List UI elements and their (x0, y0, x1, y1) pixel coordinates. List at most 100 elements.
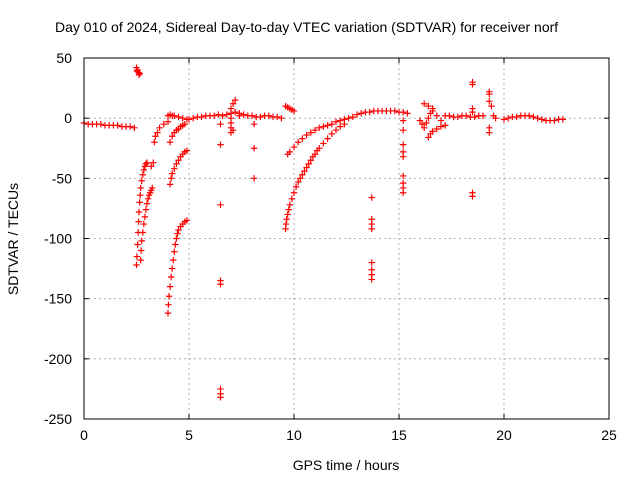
data-point (173, 160, 180, 168)
data-point (179, 114, 186, 122)
data-point (341, 116, 348, 123)
data-point (217, 394, 224, 401)
data-point (307, 157, 314, 164)
data-point (135, 218, 142, 225)
data-point (223, 111, 230, 118)
y-tick-label: -200 (44, 351, 72, 367)
data-point (486, 98, 493, 105)
data-point (469, 193, 476, 200)
data-point (198, 113, 205, 121)
data-point (437, 123, 445, 130)
data-point (250, 175, 258, 182)
data-point (284, 211, 291, 218)
data-point (219, 112, 226, 119)
data-point (400, 172, 407, 180)
data-point (174, 230, 181, 237)
data-point (288, 195, 296, 202)
data-point (526, 112, 533, 119)
data-point (127, 123, 134, 130)
data-point (416, 117, 424, 124)
data-point (446, 112, 453, 119)
data-point (136, 199, 143, 206)
y-axis-label: SDTVAR / TECUs (5, 183, 21, 295)
data-point (181, 120, 188, 128)
data-point (227, 105, 235, 112)
points-layer (80, 64, 566, 401)
data-point (301, 167, 308, 175)
data-point (500, 116, 508, 123)
data-point (171, 165, 178, 172)
data-point (240, 111, 247, 118)
x-tick-label: 20 (496, 427, 512, 443)
data-point (166, 283, 174, 290)
x-tick-label: 10 (286, 427, 302, 443)
series-arc-9.7 (282, 120, 348, 233)
series-col-7 (227, 96, 239, 136)
data-point (316, 145, 323, 152)
data-point (165, 301, 172, 308)
data-point (295, 139, 302, 146)
y-tick-label: 0 (64, 110, 72, 126)
data-point (150, 159, 157, 166)
data-point (265, 112, 272, 119)
data-point (303, 164, 310, 171)
data-point (140, 166, 148, 174)
data-point (164, 118, 172, 125)
data-point (217, 281, 224, 288)
data-point (166, 139, 174, 146)
plot-area-border (83, 57, 610, 420)
series-track-16-17 (416, 100, 445, 131)
data-point (229, 100, 237, 107)
series-track-5-7 (185, 108, 243, 123)
data-point (217, 120, 224, 128)
data-point (172, 241, 179, 248)
data-point (236, 112, 243, 119)
data-point (324, 135, 331, 142)
series-col-19.3 (486, 88, 499, 136)
data-point (290, 107, 298, 115)
data-point (143, 159, 151, 166)
data-point (469, 81, 476, 88)
data-point (469, 108, 476, 116)
data-point (149, 184, 156, 192)
data-point (534, 114, 541, 122)
data-point (337, 123, 344, 130)
data-point (170, 256, 177, 264)
data-point (538, 116, 545, 123)
x-tick-label: 15 (391, 427, 407, 443)
data-point (171, 248, 178, 255)
data-point (217, 141, 224, 148)
data-point (311, 151, 319, 158)
data-point (492, 114, 499, 122)
series-track-17-18.5 (442, 112, 487, 121)
data-point (505, 114, 512, 122)
grid-layer (84, 58, 609, 419)
y-tick-label: -100 (44, 231, 72, 247)
data-point (282, 220, 290, 228)
data-point (139, 171, 146, 178)
data-point (421, 100, 428, 107)
series-arc-4.1b (166, 120, 188, 146)
data-point (148, 163, 155, 170)
data-point (183, 147, 191, 154)
series-arc-16.5 (425, 122, 449, 141)
data-point (368, 276, 375, 283)
x-tick-label: 25 (601, 427, 617, 443)
data-point (368, 194, 375, 201)
data-point (486, 129, 493, 136)
data-point (471, 113, 478, 121)
data-point (400, 189, 407, 196)
data-point (217, 201, 224, 209)
data-point (190, 114, 197, 122)
x-tick-label: 0 (80, 427, 88, 443)
data-point (257, 113, 264, 121)
data-point (400, 127, 407, 134)
data-point (154, 129, 161, 136)
data-point (171, 112, 178, 119)
data-point (486, 90, 493, 98)
data-point (320, 140, 327, 147)
data-point (160, 120, 167, 128)
data-point (437, 117, 445, 124)
data-point (400, 141, 407, 148)
